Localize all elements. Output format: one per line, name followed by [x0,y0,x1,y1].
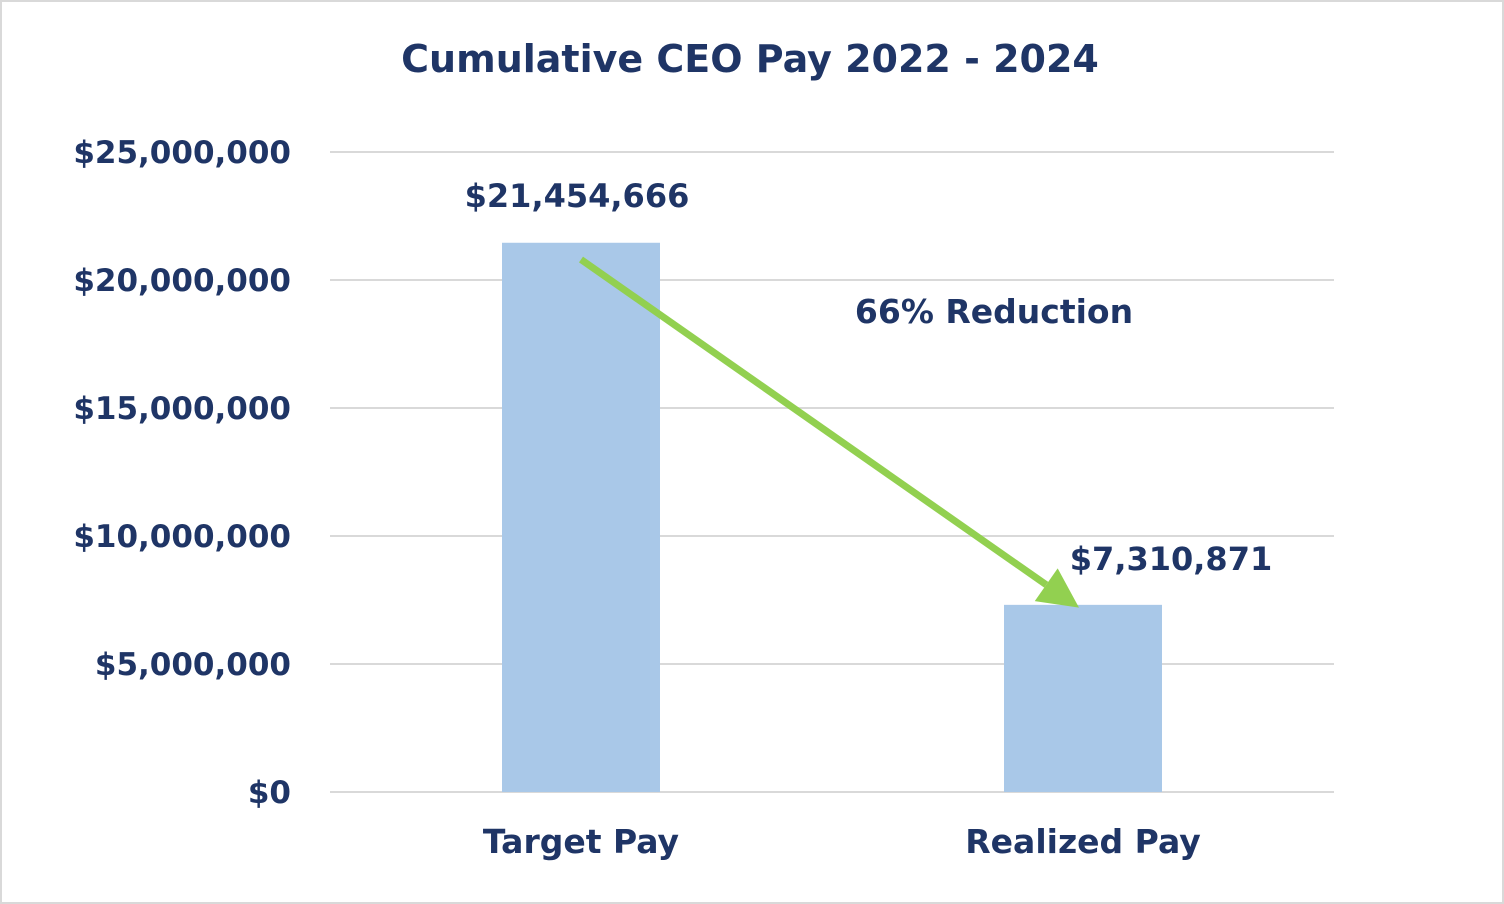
y-tick-label: $15,000,000 [73,391,291,427]
x-category-label: Realized Pay [965,822,1200,861]
gridlines [330,151,1334,793]
data-label: $21,454,666 [465,177,690,215]
reduction-arrow-shaft [578,256,1049,588]
data-labels: $21,454,666 $7,310,871 [465,177,1273,578]
y-tick-label: $25,000,000 [73,135,291,171]
reduction-arrow-head [1034,568,1079,608]
reduction-annotation: 66% Reduction [855,292,1133,331]
bars [502,242,1162,792]
data-label: $7,310,871 [1070,540,1272,578]
bar-realized-pay [1004,604,1162,792]
y-tick-label: $20,000,000 [73,263,291,299]
x-category-label: Target Pay [483,822,679,861]
x-axis-categories: Target Pay Realized Pay [483,822,1201,861]
y-tick-label: $10,000,000 [73,519,291,555]
chart-title: Cumulative CEO Pay 2022 - 2024 [401,37,1099,81]
y-axis-ticks: $0 $5,000,000 $10,000,000 $15,000,000 $20,00… [73,135,291,811]
y-tick-label: $5,000,000 [95,647,291,683]
bar-target-pay [502,242,660,792]
y-tick-label: $0 [248,775,291,811]
annotation: 66% Reduction [578,256,1133,608]
